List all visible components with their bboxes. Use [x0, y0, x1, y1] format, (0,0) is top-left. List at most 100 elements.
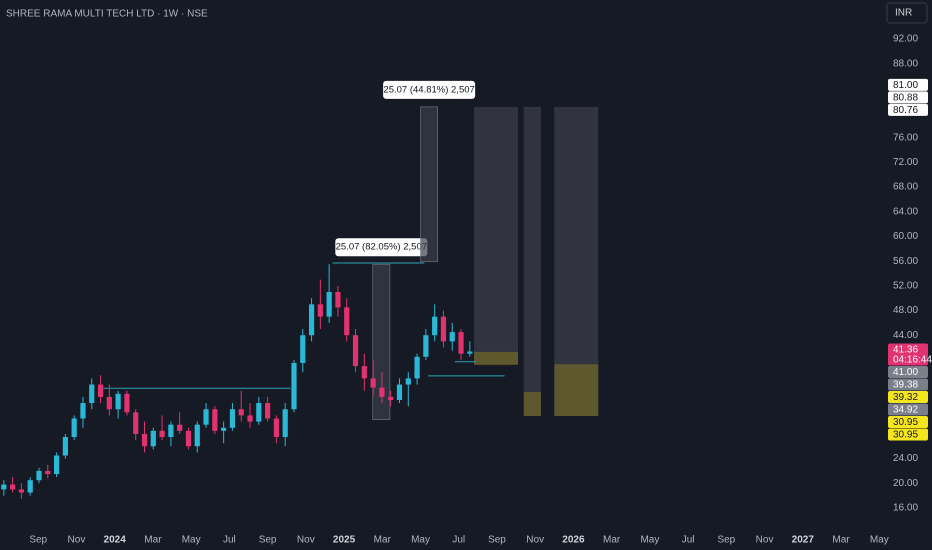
measure-tooltip	[335, 238, 428, 257]
candle-body	[185, 430, 192, 447]
candle-body	[405, 378, 411, 385]
candle-body	[62, 437, 68, 456]
x-tick-label: Jul	[223, 535, 236, 546]
x-tick-label: May	[870, 535, 889, 546]
candle-body	[18, 489, 25, 493]
countdown-label: 04:16:44	[893, 355, 932, 366]
y-tick-label: 20.00	[893, 478, 918, 489]
candle-body	[141, 433, 148, 447]
price-label-box	[888, 378, 928, 391]
zone	[372, 263, 391, 421]
zone	[554, 364, 599, 417]
candle-body	[388, 396, 394, 400]
x-tick-label: 2024	[104, 535, 127, 546]
candle-body	[423, 335, 429, 357]
candle-body	[45, 470, 51, 475]
price-label: 30.95	[893, 430, 918, 441]
candle-body	[300, 335, 306, 363]
candle-body	[89, 384, 95, 404]
measure-tooltip	[383, 80, 476, 99]
price-label-box	[888, 91, 928, 104]
candle-body	[308, 304, 315, 336]
price-label-box	[888, 390, 928, 403]
candle-body	[361, 366, 367, 379]
candle-body	[282, 409, 288, 438]
price-label: 34.92	[893, 405, 918, 416]
zone	[523, 391, 541, 417]
price-label: 30.95	[893, 417, 918, 428]
x-tick-label: 2027	[792, 535, 815, 546]
y-tick-label: 56.00	[893, 256, 918, 267]
y-tick-label: 16.00	[893, 503, 918, 514]
candle-body	[80, 403, 86, 419]
candle-body	[124, 393, 130, 413]
candle-body	[1, 484, 7, 490]
x-tick-label: Mar	[374, 535, 392, 546]
candle-body	[265, 403, 271, 419]
candle-body	[317, 304, 323, 317]
candle-body	[370, 378, 376, 388]
candle-body	[352, 335, 359, 367]
y-tick-label: 88.00	[893, 58, 918, 69]
x-tick-label: Jul	[452, 535, 465, 546]
candle-body	[168, 424, 174, 438]
candle-body	[53, 455, 60, 475]
candle-body	[229, 409, 236, 428]
price-label-box	[888, 428, 928, 441]
zone	[523, 106, 541, 392]
candle-body	[256, 403, 262, 422]
x-tick-label: Mar	[603, 535, 621, 546]
price-label: 81.00	[893, 80, 918, 91]
chart-title: SHREE RAMA MULTI TECH LTD · 1W · NSE	[6, 9, 208, 20]
price-label: 80.76	[893, 105, 918, 116]
currency-label[interactable]: INR	[895, 8, 912, 19]
zone	[420, 106, 439, 263]
price-label-box	[888, 343, 928, 366]
candle-body	[432, 316, 438, 336]
candle-body	[97, 384, 104, 397]
candle-body	[440, 316, 447, 342]
candle-body	[194, 424, 200, 447]
price-label: 80.88	[893, 93, 918, 104]
candle-body	[10, 484, 16, 490]
y-tick-label: 44.00	[893, 330, 918, 341]
price-label-box	[888, 403, 928, 416]
zone	[474, 106, 519, 352]
x-tick-label: Nov	[68, 535, 86, 546]
candle-body	[379, 387, 385, 397]
x-tick-label: Mar	[144, 535, 162, 546]
y-tick-label: 48.00	[893, 305, 918, 316]
candle-body	[159, 430, 165, 438]
candle-body	[467, 351, 473, 354]
candle-body	[291, 362, 297, 410]
candle-body	[273, 418, 279, 438]
y-tick-label: 76.00	[893, 132, 918, 143]
y-tick-label: 68.00	[893, 182, 918, 193]
candle-body	[212, 409, 218, 431]
price-label-box	[888, 103, 928, 116]
y-tick-label: 64.00	[893, 206, 918, 217]
candle-body	[27, 480, 33, 493]
measure-label: 25.07 (44.81%) 2,507	[383, 84, 474, 95]
currency-button[interactable]	[886, 2, 928, 24]
candle-body	[36, 470, 42, 481]
candle-body	[344, 307, 350, 336]
x-tick-label: Sep	[259, 535, 277, 546]
zone	[554, 106, 599, 365]
candle-body	[326, 291, 332, 317]
price-label: 41.00	[893, 367, 918, 378]
y-tick-label: 52.00	[893, 280, 918, 291]
x-tick-label: Sep	[717, 535, 735, 546]
x-tick-label: 2025	[333, 535, 356, 546]
y-tick-label: 24.00	[893, 453, 918, 464]
x-tick-label: Nov	[297, 535, 315, 546]
price-label-box	[888, 365, 928, 378]
measure-label: 25.07 (82.05%) 2,507	[336, 242, 427, 253]
x-tick-label: 2026	[562, 535, 585, 546]
x-tick-label: May	[182, 535, 201, 546]
price-label-box	[888, 78, 928, 91]
candle-body	[177, 424, 183, 431]
price-label-box	[888, 415, 928, 428]
candle-body	[449, 332, 455, 342]
